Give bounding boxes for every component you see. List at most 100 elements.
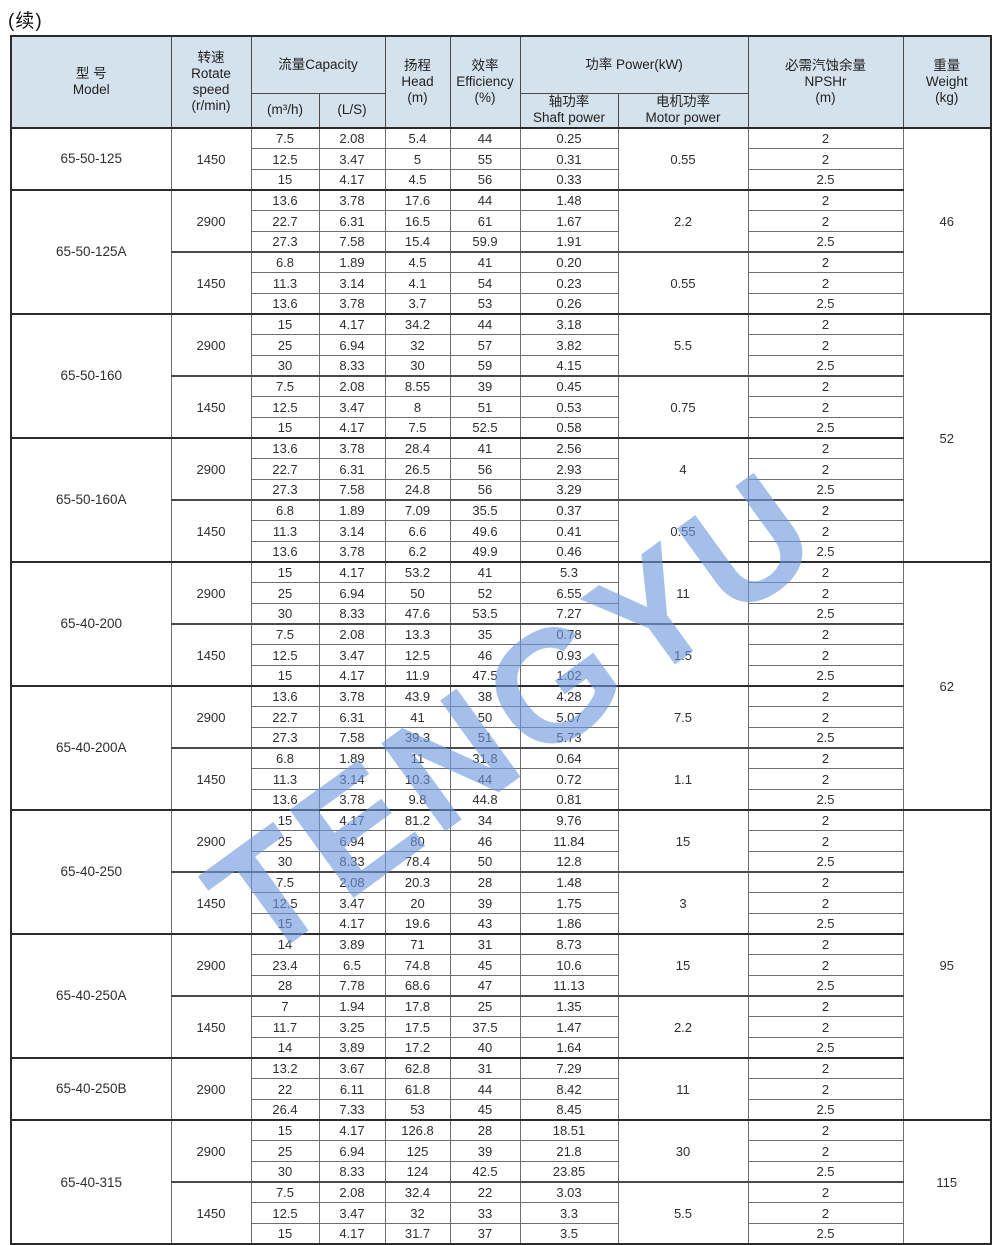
head-cell: 15.4 xyxy=(384,230,451,253)
shaft-power-cell: 0.81 xyxy=(519,789,619,811)
efficiency-cell: 59 xyxy=(449,354,521,377)
efficiency-cell: 55 xyxy=(449,148,521,170)
capacity-ls-cell: 6.31 xyxy=(318,706,386,728)
head-cell: 53 xyxy=(384,1099,451,1121)
capacity-m3h-cell: 30 xyxy=(250,1161,320,1183)
capacity-ls-cell: 4.17 xyxy=(318,913,386,935)
speed-cell: 2900 xyxy=(170,809,252,873)
capacity-ls-cell: 2.08 xyxy=(318,127,386,150)
capacity-m3h-cell: 13.6 xyxy=(250,685,320,708)
table-header: 型 号 Model 转速 Rotate speed (r/min) 流量Capa… xyxy=(10,35,992,129)
speed-cell: 1450 xyxy=(170,251,252,315)
weight-cell: 52 xyxy=(902,313,992,563)
header-efficiency: 效率 Efficiency (%) xyxy=(449,35,521,129)
npshr-cell: 2.5 xyxy=(747,1161,904,1183)
table-row: 15 4.17 11.9 47.5 1.02 2.5 xyxy=(11,664,991,687)
table-row: 65-40-200 2900 15 4.17 53.2 41 5.3 11 2 62 xyxy=(10,561,992,811)
efficiency-cell: 51 xyxy=(449,726,521,749)
capacity-ls-cell: 4.17 xyxy=(318,1223,386,1245)
capacity-m3h-cell: 6.8 xyxy=(250,251,320,274)
table-row: 22.7 6.31 26.5 56 2.93 2 xyxy=(11,458,991,480)
capacity-m3h-cell: 28 xyxy=(250,975,320,997)
shaft-power-cell: 21.8 xyxy=(519,1140,619,1163)
weight-cell: 115 xyxy=(902,1119,992,1245)
shaft-power-cell: 1.02 xyxy=(519,664,619,687)
speed-cell: 2900 xyxy=(170,933,252,997)
head-cell: 7.09 xyxy=(384,499,451,522)
capacity-ls-cell: 7.78 xyxy=(318,975,386,997)
shaft-power-cell: 0.78 xyxy=(519,623,619,646)
efficiency-cell: 54 xyxy=(449,272,521,294)
npshr-cell: 2.5 xyxy=(747,664,904,687)
capacity-m3h-cell: 6.8 xyxy=(250,747,320,770)
capacity-m3h-cell: 22.7 xyxy=(250,210,320,232)
header-head: 扬程 Head (m) xyxy=(384,35,451,129)
motor-power-cell: 15 xyxy=(617,809,749,873)
head-cell: 26.5 xyxy=(384,458,451,480)
header-model: 型 号 Model xyxy=(10,35,172,129)
table-row: 30 8.33 30 59 4.15 2.5 xyxy=(11,354,991,377)
efficiency-cell: 25 xyxy=(449,995,521,1018)
npshr-cell: 2.5 xyxy=(747,1037,904,1059)
capacity-ls-cell: 3.89 xyxy=(318,933,386,956)
table-row: 1450 6.8 1.89 7.09 35.5 0.37 0.55 2 xyxy=(11,499,991,563)
efficiency-cell: 39 xyxy=(449,1140,521,1163)
efficiency-cell: 56 xyxy=(449,458,521,480)
efficiency-cell: 49.9 xyxy=(449,540,521,563)
motor-power-cell: 2.2 xyxy=(617,189,749,253)
efficiency-cell: 56 xyxy=(449,478,521,501)
shaft-power-cell: 0.25 xyxy=(519,127,619,150)
npshr-cell: 2 xyxy=(747,458,904,480)
head-cell: 6.6 xyxy=(384,520,451,542)
capacity-m3h-cell: 14 xyxy=(250,933,320,956)
table-row: 65-50-160 2900 15 4.17 34.2 44 3.18 5.5 2 52 xyxy=(10,313,992,563)
capacity-m3h-cell: 11.3 xyxy=(250,768,320,790)
efficiency-cell: 38 xyxy=(449,685,521,708)
header-shaft-power: 轴功率 Shaft power xyxy=(519,92,619,129)
capacity-ls-cell: 6.94 xyxy=(318,1140,386,1163)
shaft-power-cell: 1.47 xyxy=(519,1016,619,1039)
shaft-power-cell: 2.56 xyxy=(519,437,619,460)
efficiency-cell: 43 xyxy=(449,913,521,935)
efficiency-cell: 45 xyxy=(449,1099,521,1121)
head-cell: 68.6 xyxy=(384,975,451,997)
capacity-m3h-cell: 7.5 xyxy=(250,623,320,646)
npshr-cell: 2.5 xyxy=(747,168,904,191)
npshr-cell: 2 xyxy=(747,520,904,542)
npshr-cell: 2 xyxy=(747,623,904,646)
capacity-m3h-cell: 15 xyxy=(250,561,320,584)
head-cell: 50 xyxy=(384,582,451,604)
npshr-cell: 2 xyxy=(747,1078,904,1101)
capacity-ls-cell: 3.78 xyxy=(318,685,386,708)
head-cell: 9.8 xyxy=(384,789,451,811)
head-cell: 17.6 xyxy=(384,189,451,212)
shaft-power-cell: 10.6 xyxy=(519,954,619,977)
npshr-cell: 2 xyxy=(747,437,904,460)
table-row: 26.4 7.33 53 45 8.45 2.5 xyxy=(11,1099,991,1121)
speed-cell: 1450 xyxy=(170,375,252,439)
table-row: 1450 7.5 2.08 32.4 22 3.03 5.5 2 xyxy=(11,1181,991,1245)
capacity-ls-cell: 3.78 xyxy=(318,292,386,315)
capacity-ls-cell: 4.17 xyxy=(318,809,386,832)
motor-power-cell: 2.2 xyxy=(617,995,749,1059)
capacity-m3h-cell: 15 xyxy=(250,1119,320,1142)
head-cell: 5 xyxy=(384,148,451,170)
head-cell: 13.3 xyxy=(384,623,451,646)
capacity-m3h-cell: 7.5 xyxy=(250,871,320,894)
efficiency-cell: 47.5 xyxy=(449,664,521,687)
head-cell: 11 xyxy=(384,747,451,770)
npshr-cell: 2.5 xyxy=(747,1099,904,1121)
capacity-ls-cell: 3.14 xyxy=(318,272,386,294)
efficiency-cell: 39 xyxy=(449,375,521,398)
head-cell: 8.55 xyxy=(384,375,451,398)
head-cell: 19.6 xyxy=(384,913,451,935)
head-cell: 4.5 xyxy=(384,168,451,191)
capacity-ls-cell: 4.17 xyxy=(318,168,386,191)
pump-spec-table: 型 号 Model 转速 Rotate speed (r/min) 流量Capa… xyxy=(10,35,992,1245)
shaft-power-cell: 0.41 xyxy=(519,520,619,542)
capacity-m3h-cell: 6.8 xyxy=(250,499,320,522)
model-cell: 65-40-315 xyxy=(10,1119,172,1245)
head-cell: 81.2 xyxy=(384,809,451,832)
shaft-power-cell: 3.03 xyxy=(519,1181,619,1204)
efficiency-cell: 33 xyxy=(449,1202,521,1225)
